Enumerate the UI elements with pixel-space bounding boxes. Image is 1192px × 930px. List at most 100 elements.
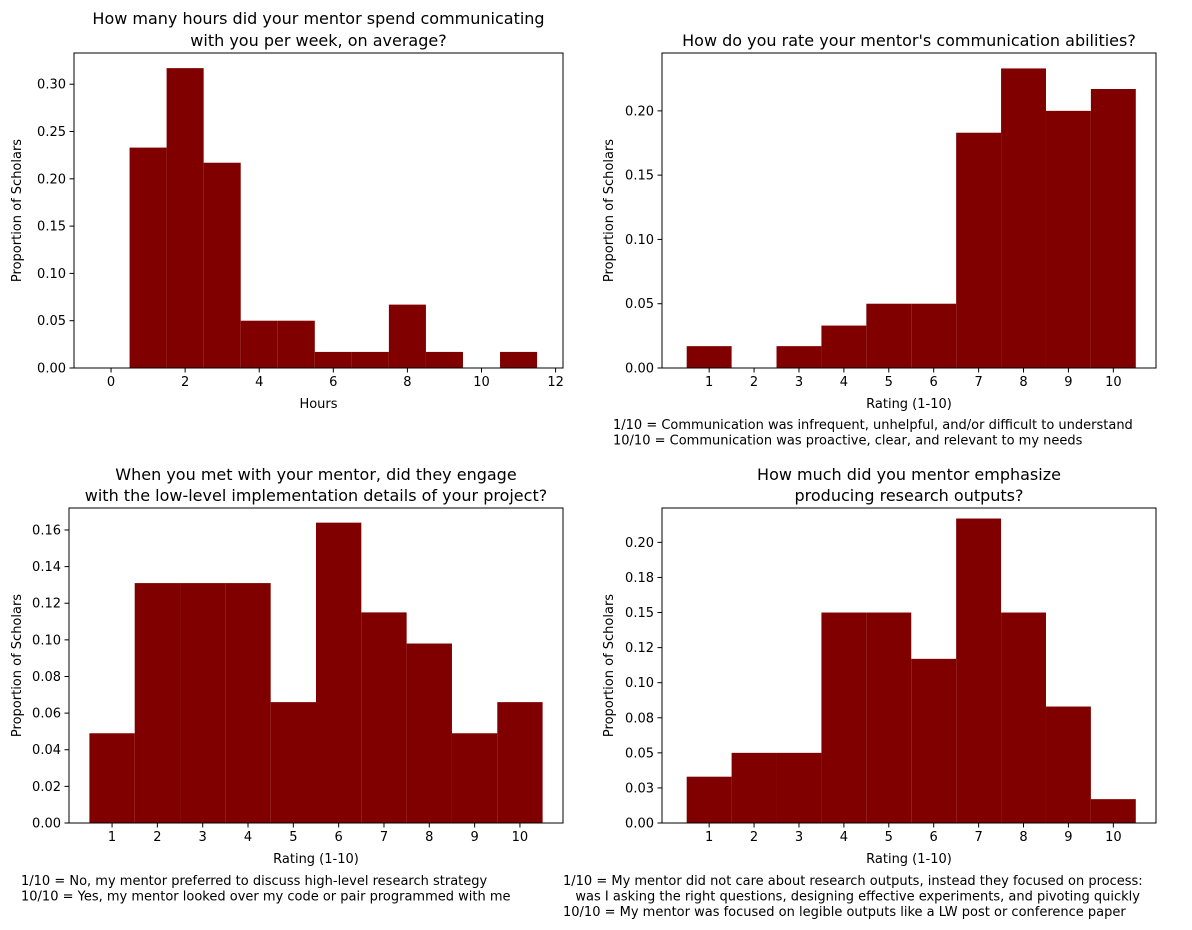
y-tick-label: 0.05 bbox=[625, 297, 654, 312]
axes-frame bbox=[661, 507, 1157, 824]
x-tick-label: 6 bbox=[335, 830, 343, 845]
bar bbox=[180, 583, 226, 823]
chart-note: 10/10 = My mentor was focused on legible… bbox=[563, 905, 1126, 920]
chart-2: 1 2 3 4 5 6 7 8 9 10 0.00 0.05 0.10 0.15 0.20 Rating (1… bbox=[602, 31, 1157, 449]
y-tick-label: 0.12 bbox=[625, 641, 654, 656]
y-tick-label: 0.10 bbox=[625, 233, 654, 248]
y-tick-label: 0.20 bbox=[625, 536, 654, 551]
chart-note: 1/10 = No, my mentor preferred to discus… bbox=[21, 874, 488, 889]
chart-note: 1/10 = My mentor did not care about rese… bbox=[563, 874, 1143, 889]
x-tick-label: 8 bbox=[403, 375, 411, 390]
x-tick-label: 1 bbox=[108, 830, 116, 845]
y-tick-label: 0.00 bbox=[37, 362, 66, 377]
y-tick-label: 0.00 bbox=[625, 362, 654, 377]
bar bbox=[500, 351, 538, 368]
x-tick-label: 10 bbox=[1105, 375, 1122, 390]
x-tick-label: 1 bbox=[705, 830, 713, 845]
chart-3: 1 2 3 4 5 6 7 8 9 10 0.00 0.02 0.04 0.06 0.08 0.10 0.12 0… bbox=[10, 465, 564, 905]
y-tick-label: 0.10 bbox=[625, 676, 654, 691]
bar bbox=[686, 776, 732, 823]
chart-4: 1 2 3 4 5 6 7 8 9 10 0.00 0.03 0.05 0.08 0.10 0.12 0.15 0… bbox=[563, 465, 1157, 920]
chart-title: When you met with your mentor, did they … bbox=[115, 465, 516, 484]
y-tick-label: 0.25 bbox=[37, 125, 66, 140]
x-tick-label: 8 bbox=[1019, 375, 1027, 390]
chart-title: with you per week, on average? bbox=[190, 31, 446, 50]
y-tick-label: 0.15 bbox=[625, 169, 654, 184]
bar bbox=[821, 325, 867, 368]
x-tick-label: 6 bbox=[329, 375, 337, 390]
x-tick-label: 9 bbox=[1064, 375, 1072, 390]
x-tick-label: 4 bbox=[244, 830, 252, 845]
x-tick-label: 10 bbox=[1105, 830, 1122, 845]
x-tick-label: 3 bbox=[795, 375, 803, 390]
bar bbox=[956, 518, 1002, 823]
y-axis-label: Proportion of Scholars bbox=[10, 139, 25, 282]
y-tick-label: 0.10 bbox=[32, 633, 61, 648]
bar bbox=[1001, 612, 1046, 823]
x-tick-label: 3 bbox=[795, 830, 803, 845]
x-axis-label: Rating (1-10) bbox=[866, 852, 952, 867]
chart-title: with the low-level implementation detail… bbox=[85, 486, 547, 505]
bar bbox=[686, 346, 732, 368]
bar bbox=[203, 162, 241, 368]
x-axis-label: Rating (1-10) bbox=[866, 397, 952, 412]
x-tick-label: 4 bbox=[840, 375, 848, 390]
y-tick-label: 0.00 bbox=[625, 817, 654, 832]
y-tick-label: 0.15 bbox=[37, 220, 66, 235]
chart-note: 1/10 = Communication was infrequent, unh… bbox=[613, 418, 1133, 433]
chart-note: 10/10 = Communication was proactive, cle… bbox=[613, 434, 1083, 449]
chart-title: How much did you mentor emphasize bbox=[757, 465, 1061, 484]
x-tick-label: 7 bbox=[974, 375, 982, 390]
bar bbox=[89, 733, 135, 823]
x-tick-label: 5 bbox=[885, 375, 893, 390]
y-tick-label: 0.30 bbox=[37, 78, 66, 93]
x-tick-label: 6 bbox=[930, 375, 938, 390]
x-tick-label: 2 bbox=[181, 375, 189, 390]
y-tick-label: 0.18 bbox=[625, 571, 654, 586]
y-axis-label: Proportion of Scholars bbox=[602, 594, 617, 737]
x-tick-label: 12 bbox=[547, 375, 564, 390]
x-tick-label: 5 bbox=[289, 830, 297, 845]
y-tick-label: 0.20 bbox=[37, 172, 66, 187]
bar bbox=[166, 68, 204, 368]
axes-frame bbox=[661, 52, 1157, 369]
bar bbox=[821, 612, 867, 823]
bar bbox=[277, 320, 315, 368]
bar bbox=[270, 702, 316, 823]
y-tick-label: 0.00 bbox=[32, 817, 61, 832]
bar bbox=[911, 303, 957, 368]
x-tick-label: 1 bbox=[705, 375, 713, 390]
x-tick-label: 9 bbox=[1064, 830, 1072, 845]
x-tick-label: 6 bbox=[930, 830, 938, 845]
chart-1: 0 2 4 6 8 10 12 0.00 0.05 0.10 0.15 0.20 0.25 0.30 Hou… bbox=[10, 9, 564, 412]
chart-title: How many hours did your mentor spend com… bbox=[92, 9, 544, 28]
bar bbox=[1001, 68, 1046, 368]
bar bbox=[866, 303, 912, 368]
y-tick-label: 0.08 bbox=[32, 670, 61, 685]
y-tick-label: 0.04 bbox=[32, 743, 61, 758]
x-tick-label: 4 bbox=[840, 830, 848, 845]
bar bbox=[911, 658, 957, 823]
x-tick-label: 5 bbox=[885, 830, 893, 845]
bar bbox=[225, 583, 271, 823]
bar bbox=[134, 583, 181, 823]
bar bbox=[351, 351, 389, 368]
y-tick-label: 0.03 bbox=[625, 781, 654, 796]
x-tick-label: 8 bbox=[1019, 830, 1027, 845]
axes-frame bbox=[68, 507, 564, 824]
x-tick-label: 2 bbox=[750, 375, 758, 390]
bar bbox=[361, 612, 407, 823]
x-tick-label: 7 bbox=[974, 830, 982, 845]
x-tick-label: 10 bbox=[473, 375, 490, 390]
y-axis-label: Proportion of Scholars bbox=[602, 139, 617, 282]
bar bbox=[316, 522, 362, 823]
x-axis-label: Rating (1-10) bbox=[273, 852, 359, 867]
chart-title: producing research outputs? bbox=[795, 486, 1024, 505]
y-tick-label: 0.14 bbox=[32, 560, 61, 575]
bar bbox=[406, 643, 452, 823]
x-tick-label: 4 bbox=[255, 375, 263, 390]
bar bbox=[129, 147, 167, 368]
bar bbox=[956, 132, 1002, 368]
x-tick-label: 3 bbox=[199, 830, 207, 845]
x-axis-label: Hours bbox=[299, 397, 337, 412]
